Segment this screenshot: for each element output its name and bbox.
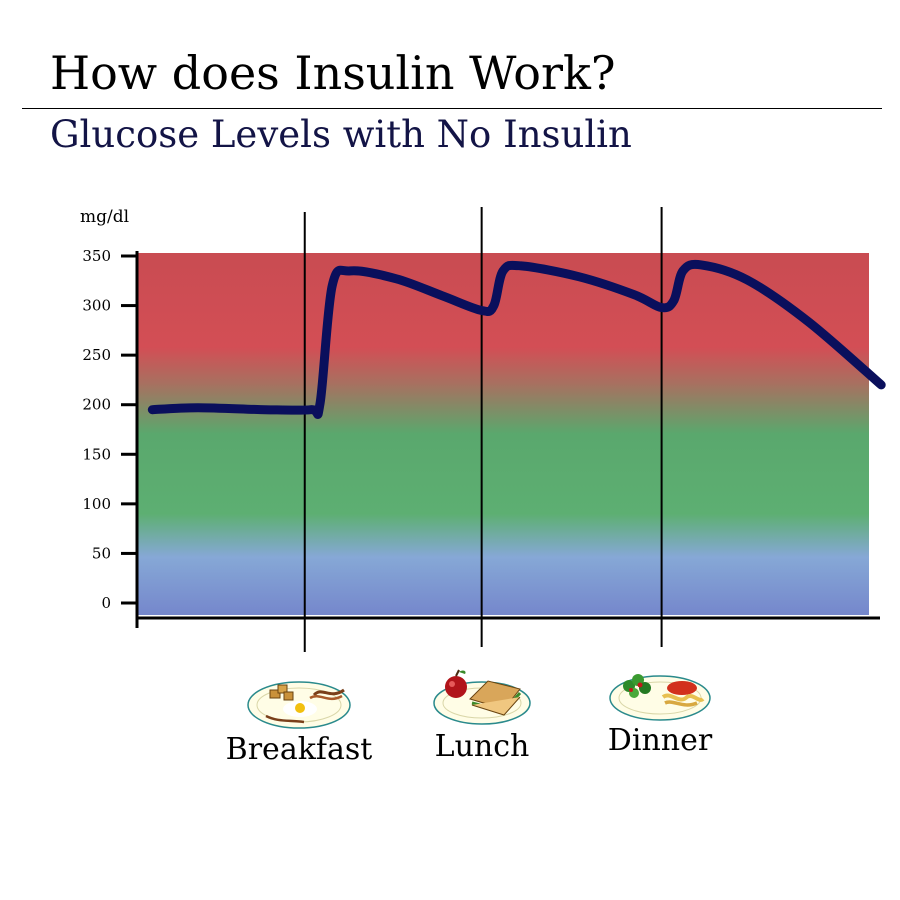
y-tick-label: 100	[82, 495, 111, 513]
chart-axes	[135, 251, 880, 628]
y-tick-label: 150	[82, 445, 111, 463]
page-title: How does Insulin Work?	[50, 46, 616, 100]
glucose-zone-background	[137, 253, 869, 615]
y-tick-label: 350	[82, 247, 111, 265]
y-tick-label: 0	[101, 594, 111, 612]
breakfast-plate-icon	[247, 681, 351, 729]
meal-lunch: Lunch	[382, 667, 582, 764]
meal-dinner: Dinner	[560, 667, 760, 758]
meal-label-lunch: Lunch	[434, 729, 530, 764]
meal-label-breakfast: Breakfast	[225, 732, 373, 767]
y-axis-ticks: 0 50 100 150 200 250 300 350	[82, 247, 137, 612]
y-tick-label: 250	[82, 346, 111, 364]
meal-markers	[303, 207, 663, 652]
meal-label-dinner: Dinner	[607, 723, 713, 758]
lunch-plate-icon	[433, 669, 531, 725]
chart-title: Glucose Levels with No Insulin	[50, 113, 632, 156]
meal-breakfast: Breakfast	[199, 678, 399, 767]
y-tick-label: 50	[92, 544, 111, 562]
y-tick-label: 200	[82, 396, 111, 414]
glucose-series-line	[147, 259, 886, 419]
dinner-plate-icon	[609, 674, 711, 721]
y-axis-label: mg/dl	[80, 207, 129, 227]
title-divider	[22, 108, 882, 109]
y-tick-label: 300	[82, 297, 111, 315]
